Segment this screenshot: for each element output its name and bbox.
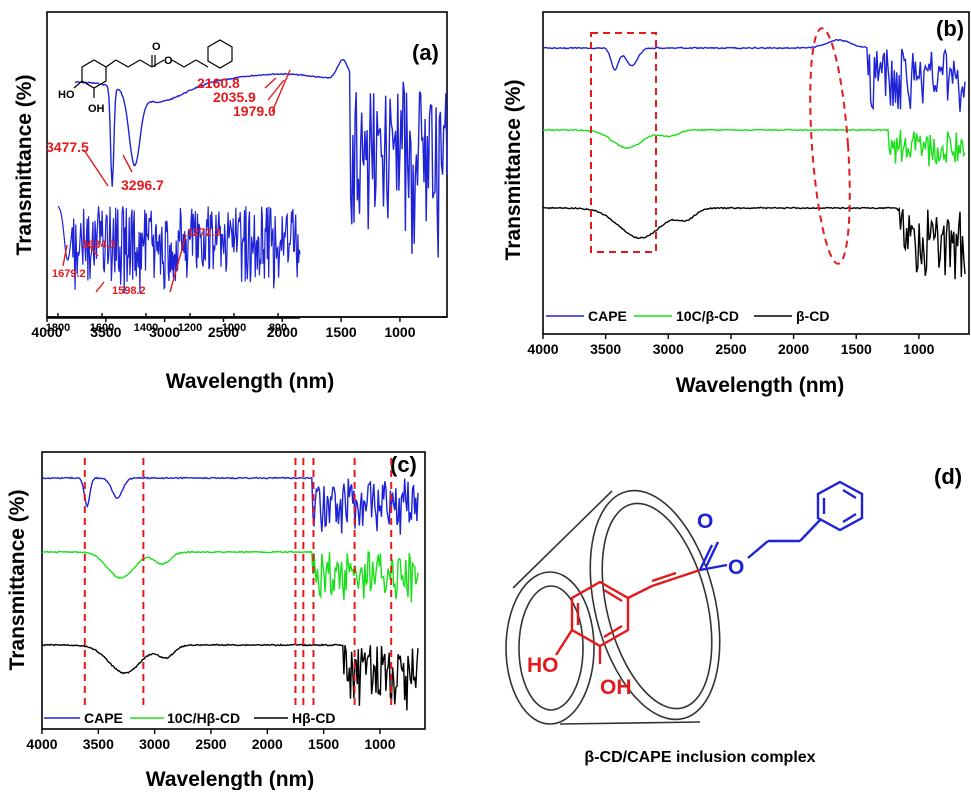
panel-c-complex-spectrum [41,550,419,603]
x-tick-label-3000: 3000 [149,324,180,340]
panel-a-letter: (a) [412,40,439,65]
panel-c-letter: (c) [390,452,417,477]
panel-c-marker-lines [83,458,393,707]
panel-c-y-label: Transmittance (%) [6,490,29,671]
legend-b-cape: CAPE [588,308,627,324]
x-tick-label-2000: 2000 [778,341,809,357]
panel-b-carbonyl-region-ellipse [809,27,851,265]
inset-tick-label-1600: 1600 [90,322,114,334]
x-tick-label-2000: 2000 [252,736,283,752]
panel-d-letter: (d) [934,464,962,489]
x-tick-label-2500: 2500 [715,341,746,357]
panel-c-legend: CAPE 10C/Hβ-CD Hβ-CD [44,710,336,726]
x-tick-label-2000: 2000 [267,324,298,340]
x-tick-label-1500: 1500 [308,736,339,752]
inset-tick-label-800: 800 [269,322,287,334]
legend-b-cd: β-CD [796,308,829,324]
panel-a-annotation-lines [62,69,291,293]
panel-b-complex-spectrum [542,128,966,167]
panel-a-oh: OH [88,103,105,115]
x-tick-label-1500: 1500 [326,324,357,340]
inset-tick-label-1800: 1800 [46,322,70,334]
legend-c-complex: 10C/Hβ-CD [167,710,240,726]
x-tick-label-1000: 1000 [903,341,934,357]
inset-peak-label-1679: 1679.2 [52,268,86,280]
panel-b-cd-spectrum [542,206,966,280]
ester-o: O [728,556,744,579]
x-tick-label-2500: 2500 [208,324,239,340]
panel-b-letter: (b) [936,16,964,41]
inset-peak-label-1598: 1598.2 [112,285,146,297]
carbonyl-o: O [697,510,713,533]
panel-b-oh-region-box [590,32,657,253]
panel-a-x-label: Wavelength (nm) [166,370,334,393]
x-tick-label-4000: 4000 [31,324,62,340]
panel-b-y-label: Transmittance (%) [502,80,525,261]
panel-c-frame [41,451,426,730]
x-tick-label-1500: 1500 [841,341,872,357]
x-tick-label-3500: 3500 [83,736,114,752]
x-tick-label-4000: 4000 [527,341,558,357]
inset-tick-label-1400: 1400 [134,322,158,334]
panel-b-x-label: Wavelength (nm) [676,374,844,397]
phenethyl-ester [698,480,864,572]
x-tick-label-3000: 3000 [653,341,684,357]
panel-b-cape-spectrum [542,38,966,112]
x-tick-label-3500: 3500 [90,324,121,340]
x-tick-label-2500: 2500 [195,736,226,752]
panel-c: 4000 3500 3000 2500 2000 1500 1000 Wavelength … [6,451,426,791]
x-tick-label-1000: 1000 [384,324,415,340]
x-tick-label-1000: 1000 [364,736,395,752]
catechol-oh: OH [600,676,632,699]
panel-c-cd-spectrum [42,643,419,711]
inset-tick-label-1200: 1200 [178,322,202,334]
x-tick-label-4000: 4000 [26,736,57,752]
legend-c-cd: Hβ-CD [292,710,336,726]
panel-d-caption: β-CD/CAPE inclusion complex [584,749,815,766]
legend-c-cape: CAPE [84,710,123,726]
panel-a: 4000 3500 3000 2500 2000 1500 1000 Wavelength … [13,11,448,393]
panel-b-frame [542,11,970,335]
panel-a-ester-o: O [164,55,173,67]
peak-label-1979: 1979.0 [233,103,276,119]
legend-b-complex: 10C/β-CD [676,308,739,324]
panel-a-ho: HO [58,89,75,101]
catechol-ring [554,568,701,664]
panel-c-x-ticks: 4000 3500 3000 2500 2000 1500 1000 [26,729,396,752]
panel-c-x-label: Wavelength (nm) [146,768,314,790]
peak-label-3296: 3296.7 [121,177,164,193]
panel-c-cape-spectrum [41,476,419,535]
inset-tick-label-1000: 1000 [222,322,246,334]
panel-b-x-ticks: 4000 3500 3000 2500 2000 1500 1000 [527,334,935,357]
cyclodextrin-cone [505,489,721,725]
peak-label-2160: 2160.8 [197,75,240,91]
inset-peak-label-1272: 1272.3 [187,227,221,239]
panel-a-cape-spectrum [74,58,448,258]
panel-d: (d) [505,464,962,766]
panel-b: 4000 3500 3000 2500 2000 1500 1000 Wavelength … [502,11,970,397]
panel-a-inset-spectrum [57,205,301,294]
peak-label-3477: 3477.5 [46,139,89,155]
peak-label-2035: 2035.9 [213,89,256,105]
panel-b-legend: CAPE 10C/β-CD β-CD [546,308,829,324]
inset-peak-label-1634: 1634.3 [82,239,116,251]
x-tick-label-3000: 3000 [139,736,170,752]
panel-a-o-atom: O [152,41,161,53]
panel-a-cape-structure [73,39,233,98]
x-tick-label-3500: 3500 [590,341,621,357]
panel-a-y-label: Transmittance (%) [13,75,36,256]
panel-a-inset-ticks: 1800 1600 1400 1200 1000 800 [46,313,287,334]
catechol-ho: HO [527,654,559,677]
panel-a-x-ticks: 4000 3500 3000 2500 2000 1500 1000 [31,317,416,340]
